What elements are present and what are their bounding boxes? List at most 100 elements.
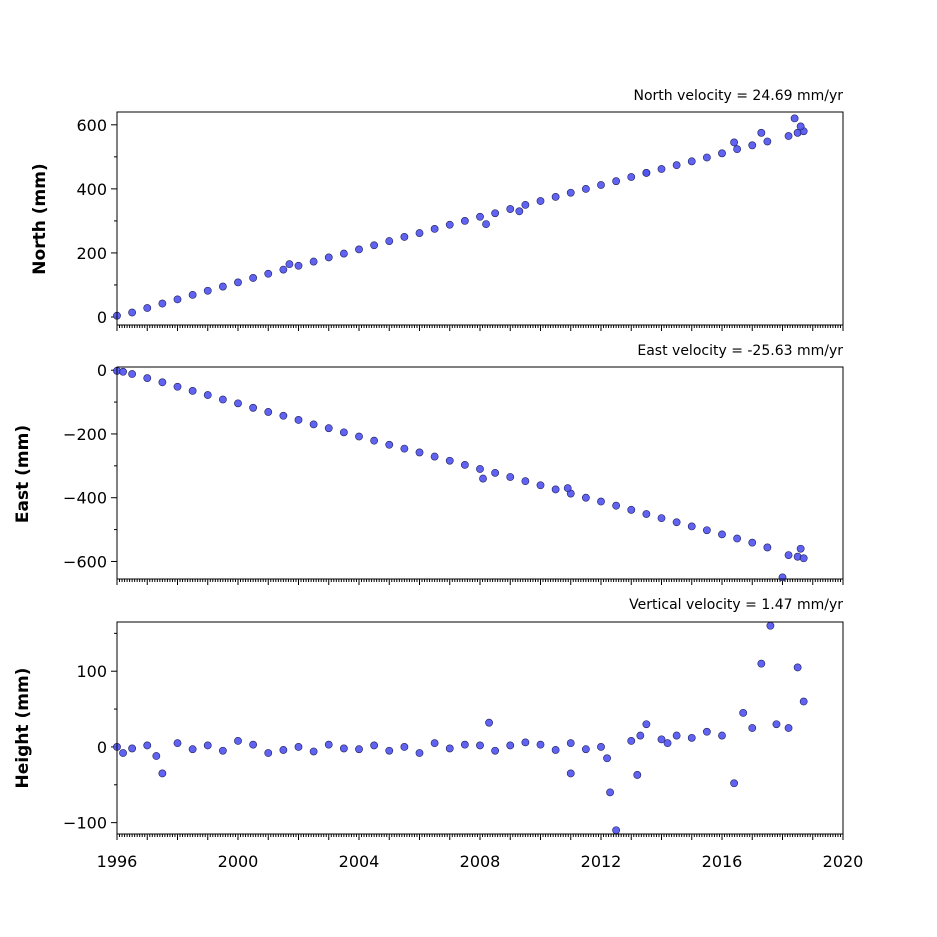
height-data-point bbox=[128, 744, 137, 753]
north-data-point bbox=[796, 122, 805, 131]
north-y-ticks: 0 200 400 600 bbox=[76, 116, 117, 327]
east-data-point bbox=[218, 395, 227, 404]
north-panel: North velocity = 24.69 mm/yr North (mm) … bbox=[30, 88, 844, 331]
east-data-point bbox=[491, 468, 500, 477]
east-data-point bbox=[173, 382, 182, 391]
height-x-tick-label: 2004 bbox=[339, 852, 380, 871]
north-data-point bbox=[581, 184, 590, 193]
east-y-tick-label: −200 bbox=[63, 425, 107, 444]
north-data-point bbox=[597, 181, 605, 189]
height-data-point bbox=[324, 740, 333, 749]
north-data-point bbox=[385, 237, 394, 245]
east-data-point bbox=[324, 424, 333, 433]
height-y-axis-label: Height (mm) bbox=[13, 668, 33, 789]
north-data-point bbox=[515, 207, 524, 216]
east-data-point bbox=[249, 403, 258, 412]
east-data-point bbox=[430, 452, 439, 461]
east-data-point bbox=[627, 505, 636, 514]
north-data-point bbox=[672, 161, 681, 170]
height-data-point bbox=[309, 747, 318, 756]
north-y-tick-label: 0 bbox=[97, 308, 107, 327]
east-x-ticks bbox=[116, 579, 844, 585]
height-x-ticks: 1996 2000 2004 2008 2012 2016 2020 bbox=[97, 834, 863, 871]
east-data-point bbox=[799, 554, 808, 563]
north-data-point bbox=[784, 132, 793, 140]
height-data-point bbox=[766, 621, 775, 630]
east-data-point bbox=[612, 501, 621, 510]
east-data-point bbox=[385, 440, 394, 449]
height-data-point bbox=[636, 731, 645, 740]
north-data-point bbox=[482, 220, 490, 229]
north-y-axis-label: North (mm) bbox=[30, 163, 50, 274]
north-markers bbox=[113, 114, 808, 320]
height-data-point bbox=[739, 708, 748, 717]
height-data-point bbox=[633, 771, 642, 779]
height-x-tick-label: 2008 bbox=[460, 852, 501, 871]
north-data-point bbox=[294, 261, 303, 270]
north-data-point bbox=[551, 192, 560, 201]
east-data-point bbox=[279, 411, 288, 420]
east-data-point bbox=[119, 367, 127, 376]
north-data-point bbox=[218, 282, 227, 291]
north-data-point bbox=[460, 217, 469, 225]
height-data-point bbox=[158, 769, 167, 778]
height-x-tick-label: 2016 bbox=[702, 852, 743, 871]
east-data-point bbox=[309, 420, 318, 429]
height-data-point bbox=[536, 740, 545, 749]
east-data-point bbox=[597, 497, 605, 506]
east-data-point bbox=[687, 522, 696, 531]
east-data-point bbox=[536, 481, 545, 490]
height-data-point bbox=[627, 736, 636, 745]
north-data-point bbox=[234, 278, 242, 287]
height-data-point bbox=[799, 697, 808, 706]
east-velocity-title: East velocity = -25.63 mm/yr bbox=[637, 343, 843, 359]
north-data-point bbox=[324, 253, 333, 262]
height-data-point bbox=[143, 741, 152, 750]
north-plot-frame bbox=[116, 111, 844, 326]
north-data-point bbox=[355, 245, 363, 254]
north-velocity-title: North velocity = 24.69 mm/yr bbox=[633, 88, 843, 104]
north-data-point bbox=[158, 299, 167, 308]
north-data-point bbox=[445, 220, 454, 229]
height-data-point bbox=[757, 659, 766, 668]
height-data-point bbox=[173, 739, 182, 748]
height-data-point bbox=[119, 749, 127, 757]
north-data-point bbox=[264, 269, 273, 278]
north-data-point bbox=[430, 225, 439, 233]
height-plot-frame bbox=[116, 621, 844, 835]
height-data-point bbox=[152, 752, 161, 760]
north-data-point bbox=[790, 114, 799, 123]
height-x-tick-label: 2000 bbox=[218, 852, 259, 871]
height-data-point bbox=[718, 731, 726, 740]
height-data-point bbox=[642, 720, 651, 729]
height-data-point bbox=[748, 724, 757, 732]
east-markers bbox=[113, 366, 808, 582]
north-data-point bbox=[415, 229, 424, 237]
north-data-point bbox=[279, 265, 288, 274]
north-data-point bbox=[702, 153, 711, 162]
east-y-tick-label: −600 bbox=[63, 552, 107, 571]
height-data-point bbox=[264, 749, 273, 757]
height-data-point bbox=[566, 739, 575, 748]
north-data-point bbox=[339, 249, 348, 258]
east-data-point bbox=[784, 551, 793, 559]
height-data-point bbox=[657, 735, 666, 744]
north-data-point bbox=[566, 188, 575, 197]
north-data-point bbox=[757, 128, 766, 137]
height-data-point bbox=[566, 769, 575, 778]
height-data-point bbox=[234, 736, 242, 745]
east-data-point bbox=[476, 465, 484, 473]
east-data-point bbox=[657, 514, 666, 523]
east-data-point bbox=[796, 544, 805, 553]
north-data-point bbox=[285, 260, 294, 269]
east-data-point bbox=[370, 436, 379, 445]
height-data-point bbox=[603, 754, 611, 763]
vertical-velocity-title: Vertical velocity = 1.47 mm/yr bbox=[629, 597, 843, 613]
east-data-point bbox=[203, 391, 212, 399]
east-panel: East velocity = -25.63 mm/yr East (mm) 0… bbox=[13, 343, 844, 585]
east-data-point bbox=[642, 510, 651, 518]
height-data-point bbox=[612, 826, 621, 835]
north-y-tick-label: 600 bbox=[76, 116, 107, 135]
height-panel: Vertical velocity = 1.47 mm/yr Height (m… bbox=[13, 597, 863, 871]
east-data-point bbox=[672, 518, 681, 527]
